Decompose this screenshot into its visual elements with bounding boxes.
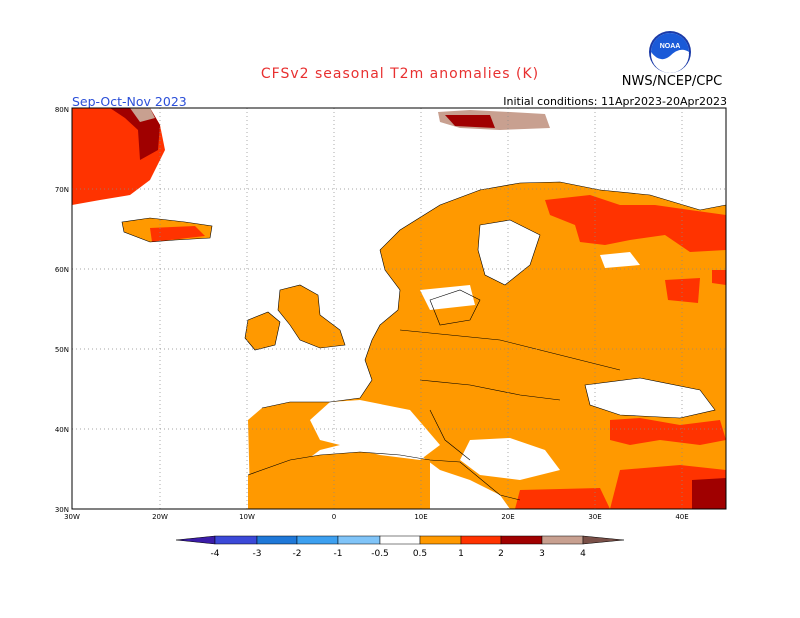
lat-label-30n: 30N: [55, 506, 69, 514]
colorbar-swatch: [419, 535, 462, 545]
colorbar-swatch: [337, 535, 381, 545]
colorbar-swatch: [296, 535, 339, 545]
lat-label-60n: 60N: [55, 266, 69, 274]
colorbar-swatch: [500, 535, 543, 545]
colorbar-labels: -4 -3 -2 -1 -0.5 0.5 1 2 3 4: [211, 549, 587, 559]
colorbar-label: -4: [211, 549, 220, 559]
lon-axis: 30W 20W 10W 0 10E 20E 30E 40E: [64, 513, 689, 521]
colorbar-label: 3: [539, 549, 545, 559]
colorbar-swatch: [379, 535, 421, 545]
lon-label-10w: 10W: [239, 513, 255, 521]
forecast-period: Sep-Oct-Nov 2023: [72, 94, 187, 109]
colorbar-swatch: [256, 535, 298, 545]
lon-label-40e: 40E: [675, 513, 688, 521]
initial-conditions: Initial conditions: 11Apr2023-20Apr2023: [503, 95, 727, 108]
colorbar: [175, 535, 625, 545]
lon-label-10e: 10E: [414, 513, 427, 521]
noaa-logo-icon: NOAA: [649, 31, 691, 73]
colorbar-label: 4: [580, 549, 586, 559]
colorbar-swatch: [214, 535, 258, 545]
colorbar-label: -2: [293, 549, 302, 559]
agency-label: NWS/NCEP/CPC: [621, 74, 723, 89]
colorbar-label: 2: [498, 549, 504, 559]
colorbar-label: -1: [334, 549, 343, 559]
lon-label-20e: 20E: [501, 513, 514, 521]
colorbar-arrow-high: [582, 535, 625, 545]
lon-label-0: 0: [332, 513, 336, 521]
logo-text: NOAA: [660, 43, 681, 50]
colorbar-arrow-low: [175, 535, 216, 545]
coastlines: [121, 181, 726, 501]
colorbar-label: 0.5: [413, 549, 427, 559]
lon-label-30w: 30W: [64, 513, 80, 521]
colorbar-label: -3: [253, 549, 262, 559]
map-title: CFSv2 seasonal T2m anomalies (K): [260, 66, 540, 82]
anomaly-fields: [72, 108, 726, 509]
colorbar-label: -0.5: [371, 549, 389, 559]
lat-label-40n: 40N: [55, 426, 69, 434]
lon-label-20w: 20W: [152, 513, 168, 521]
colorbar-label: 1: [458, 549, 464, 559]
lat-axis: 80N 70N 60N 50N 40N 30N: [55, 106, 69, 514]
map-frame: [71, 107, 727, 510]
colorbar-swatch: [460, 535, 502, 545]
lat-label-50n: 50N: [55, 346, 69, 354]
graticule: [72, 108, 726, 509]
lat-label-70n: 70N: [55, 186, 69, 194]
lon-label-30e: 30E: [588, 513, 601, 521]
colorbar-swatch: [541, 535, 584, 545]
lat-label-80n: 80N: [55, 106, 69, 114]
